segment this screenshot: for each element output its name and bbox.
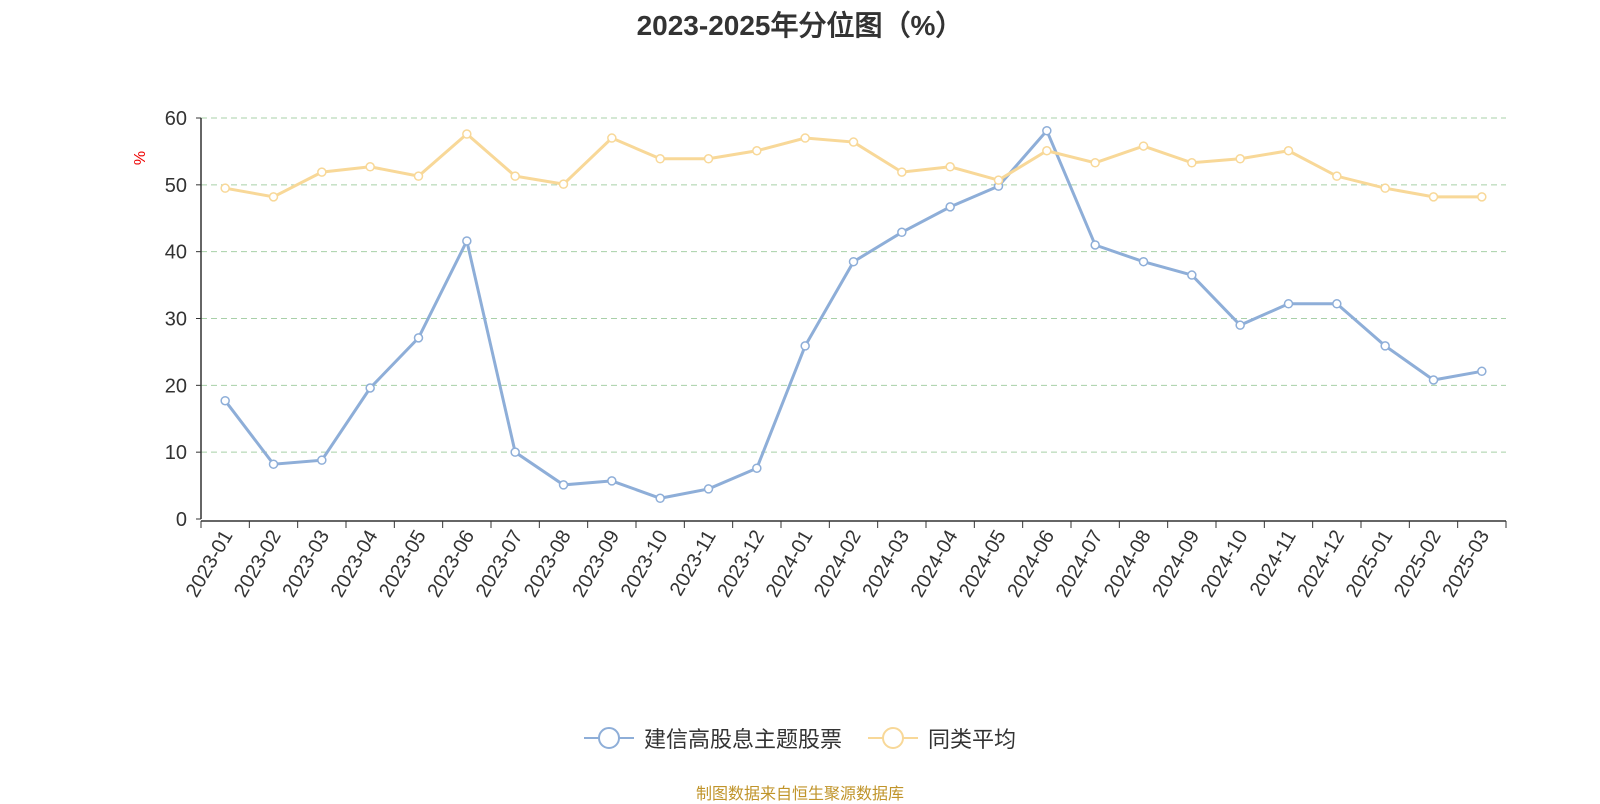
data-point [1090, 158, 1100, 168]
data-point [1283, 145, 1294, 156]
legend-item-average[interactable]: 同类平均 [868, 722, 1016, 754]
data-point [220, 395, 230, 406]
data-point [462, 236, 472, 246]
data-point [655, 493, 665, 504]
data-point [1428, 192, 1439, 202]
x-tick-label: 2023-11 [666, 527, 721, 600]
y-tick-label: 60 [165, 108, 187, 130]
legend-marker-icon [868, 727, 918, 749]
data-point [1477, 192, 1487, 202]
data-point [365, 162, 375, 172]
data-point [317, 455, 327, 465]
y-tick-label: 20 [165, 375, 187, 397]
y-tick-label: 40 [165, 242, 187, 264]
data-point [268, 192, 279, 202]
data-point [1138, 256, 1149, 267]
data-point [848, 137, 859, 147]
data-point [1042, 145, 1052, 156]
data-point [945, 202, 955, 212]
data-point [317, 167, 327, 177]
data-point [413, 333, 424, 343]
legend-marker-icon [583, 727, 634, 749]
data-point [993, 175, 1004, 185]
data-point [1380, 183, 1390, 193]
y-tick-label: 30 [165, 309, 187, 331]
legend: 建信高股息主题股票 同类平均 [0, 722, 1600, 754]
y-tick-label: 0 [176, 509, 187, 531]
x-tick-label: 2024-10 [1197, 527, 1253, 602]
data-point [1283, 299, 1294, 309]
data-point [945, 162, 955, 172]
data-point [607, 133, 617, 143]
chart-title: 2023-2025年分位图（%） [636, 10, 964, 41]
x-tick-label: 2025-03 [1438, 527, 1494, 602]
legend-label: 建信高股息主题股票 [643, 727, 842, 752]
data-point [1332, 171, 1342, 181]
data-point [800, 133, 810, 143]
x-tick-label: 2024-11 [1246, 527, 1301, 600]
y-tick-label: 10 [165, 442, 187, 464]
data-point [1380, 341, 1390, 351]
data-point [1477, 366, 1487, 377]
data-point [1187, 158, 1197, 168]
y-axis-label: % [132, 151, 149, 165]
x-tick-label: 2023-10 [617, 527, 673, 602]
legend-item-fund[interactable]: 建信高股息主题股票 [583, 722, 842, 754]
data-point [558, 480, 569, 490]
data-point [897, 227, 907, 238]
data-point [607, 476, 617, 486]
source-note: 制图数据来自恒生聚源数据库 [695, 786, 904, 803]
data-point [510, 171, 520, 181]
legend-label: 同类平均 [928, 727, 1017, 752]
data-point [413, 171, 424, 181]
data-point [510, 447, 520, 457]
data-point [268, 459, 279, 469]
y-tick-label: 50 [165, 175, 187, 197]
data-point [848, 256, 859, 267]
data-point [1138, 141, 1149, 151]
data-point [1332, 299, 1342, 309]
data-point [800, 341, 810, 351]
data-point [1235, 320, 1245, 330]
data-point [752, 463, 762, 473]
data-point [1187, 270, 1197, 280]
data-point [703, 154, 714, 164]
data-point [558, 179, 569, 189]
data-point [897, 167, 907, 177]
data-point [1042, 125, 1052, 136]
data-point [1428, 375, 1439, 385]
data-point [655, 154, 665, 164]
data-point [1235, 154, 1245, 164]
data-point [1090, 240, 1100, 250]
line-chart: 0102030405060%2023-012023-022023-032023-… [132, 108, 1507, 602]
series-line-1 [223, 127, 1483, 500]
data-point [462, 129, 472, 139]
data-point [365, 383, 375, 393]
data-point [220, 183, 230, 193]
data-point [752, 145, 762, 156]
data-point [703, 484, 714, 494]
